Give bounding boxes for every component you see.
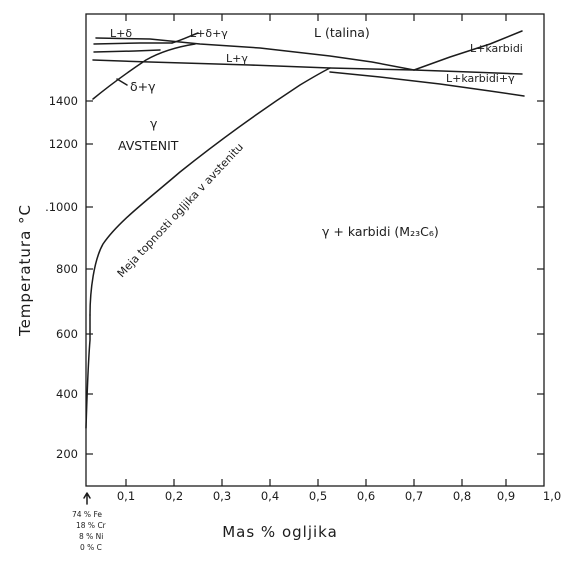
region-gamma-symbol: γ (150, 116, 158, 131)
y-tick-label-1200: 1200 (49, 137, 78, 151)
composition-ni: 8 % Ni (79, 532, 103, 541)
y-tick-label-600: 600 (56, 327, 78, 341)
origin-arrow (83, 492, 91, 505)
l-delta-boundary-a (93, 42, 173, 45)
y-tick-label-200: 200 (56, 447, 78, 461)
l-delta-boundary-b (93, 49, 161, 53)
y-tick-label-1400: 1400 (49, 94, 78, 108)
region-l-delta: L+δ (110, 27, 132, 40)
y-tick-label-800: 800 (56, 262, 78, 276)
x-tick-label-0-5: 0,5 (309, 489, 327, 503)
y-tick-label-400: 400 (56, 387, 78, 401)
liquidus-upper (95, 37, 415, 71)
alloy-composition: 74 % Fe 18 % Cr 8 % Ni 0 % C (72, 510, 107, 552)
y-tick-label-1000: .1000 (45, 200, 78, 214)
region-l-delta-gamma: L+δ+γ (190, 27, 228, 40)
region-austenite: AVSTENIT (118, 138, 179, 153)
phase-boundaries (85, 30, 525, 429)
carbon-solubility-limit (89, 67, 331, 316)
x-tick-label-0-1: 0,1 (117, 489, 135, 503)
x-tick-label-0-4: 0,4 (261, 489, 279, 503)
liquidus-carbide (413, 30, 523, 71)
delta-loop (171, 32, 199, 44)
region-liquid: L (talina) (314, 25, 370, 40)
x-axis-title: Mas % ogljika (222, 523, 338, 541)
region-gamma-carbides: γ + karbidi (M₂₃C₆) (322, 224, 439, 239)
delta-gamma-tick (116, 78, 128, 86)
y-tick-marks (86, 100, 544, 455)
composition-c: 0 % C (80, 543, 102, 552)
x-tick-label-0-9: 0,9 (497, 489, 515, 503)
region-l-carbides: L+karbidi (470, 42, 523, 55)
y-axis-title: Temperatura °C (16, 204, 34, 337)
delta-gamma-boundary (92, 43, 196, 100)
x-tick-label-0-6: 0,6 (357, 489, 375, 503)
region-delta-gamma: δ+γ (130, 79, 156, 94)
region-l-carbides-gamma: L+karbidi+γ (446, 72, 515, 85)
low-carbon-curve (85, 314, 91, 429)
composition-cr: 18 % Cr (76, 521, 107, 530)
plot-frame (85, 13, 545, 487)
x-tick-labels: 0,1 0,2 0,3 0,4 0,5 0,6 0,7 0,8 0,9 1,0 (117, 489, 561, 503)
x-tick-label-0-3: 0,3 (213, 489, 231, 503)
x-tick-marks (125, 14, 507, 486)
x-tick-label-0-8: 0,8 (453, 489, 471, 503)
composition-fe: 74 % Fe (72, 510, 102, 519)
x-tick-label-0-7: 0,7 (405, 489, 423, 503)
x-tick-label-0-2: 0,2 (165, 489, 183, 503)
region-l-gamma: L+γ (226, 52, 248, 65)
l-gamma-lower (329, 71, 525, 97)
y-tick-labels: 200 400 600 800 .1000 1200 1400 (45, 94, 78, 461)
x-tick-label-1-0: 1,0 (543, 489, 561, 503)
